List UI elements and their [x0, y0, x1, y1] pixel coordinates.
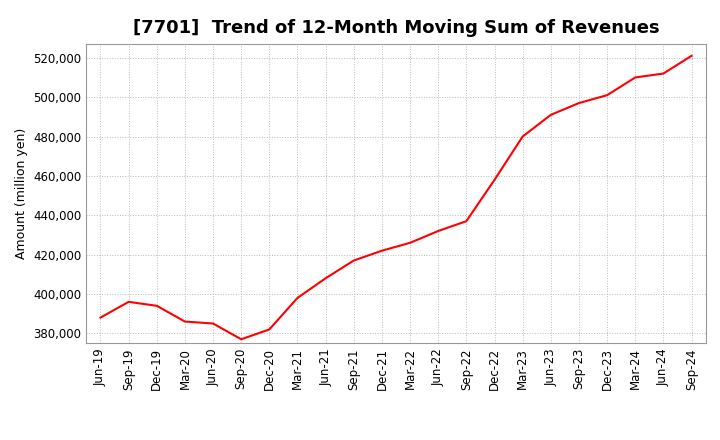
Title: [7701]  Trend of 12-Month Moving Sum of Revenues: [7701] Trend of 12-Month Moving Sum of R…	[132, 19, 660, 37]
Y-axis label: Amount (million yen): Amount (million yen)	[14, 128, 28, 259]
